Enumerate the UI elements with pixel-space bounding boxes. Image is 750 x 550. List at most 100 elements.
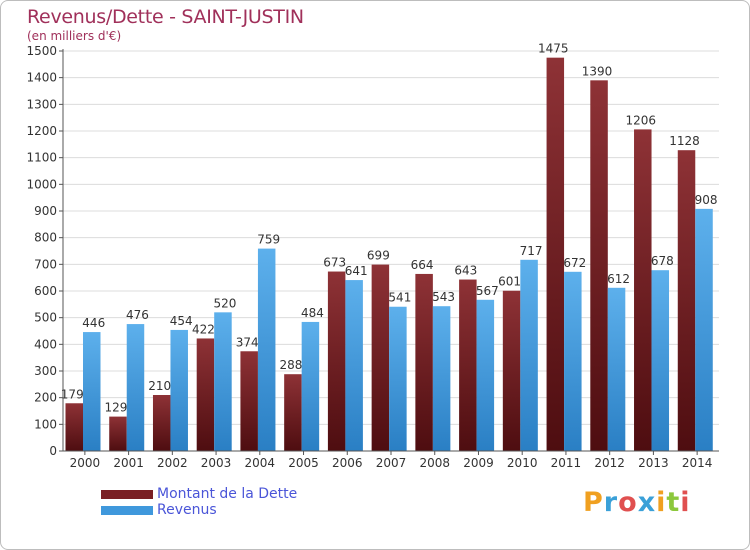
bar-revenus — [170, 329, 188, 451]
bar-revenus — [520, 259, 538, 451]
bar-revenus-value-label: 541 — [388, 291, 411, 305]
bar-dette — [152, 395, 171, 451]
y-tick-label: 1200 — [26, 124, 57, 138]
x-tick-label: 2000 — [70, 456, 101, 470]
x-tick-label: 2010 — [507, 456, 538, 470]
bar-dette — [240, 351, 258, 451]
x-tick-label: 2009 — [463, 456, 494, 470]
bar-dette-value-label: 129 — [105, 401, 128, 415]
bar-dette-value-label: 643 — [454, 264, 477, 278]
bar-dette-value-label: 673 — [323, 256, 346, 270]
logo-letter: P — [583, 487, 604, 518]
x-tick-label: 2003 — [201, 456, 232, 470]
bar-dette-value-label: 699 — [367, 249, 390, 263]
bar-dette-value-label: 1128 — [669, 134, 700, 148]
bar-dette — [677, 150, 696, 451]
bar-revenus — [607, 287, 626, 451]
bar-dette — [284, 374, 302, 451]
y-tick-label: 1300 — [26, 97, 57, 111]
bar-dette — [502, 290, 521, 451]
bar-dette-value-label: 288 — [279, 358, 302, 372]
y-tick-label: 900 — [34, 204, 57, 218]
bar-revenus — [257, 248, 276, 451]
y-tick-label: 200 — [34, 391, 57, 405]
logo-letter: x — [637, 487, 657, 518]
bar-dette — [65, 403, 83, 451]
bar-revenus — [476, 299, 495, 451]
bar-dette — [196, 338, 215, 451]
x-tick-label: 2007 — [376, 456, 407, 470]
x-tick-label: 2008 — [419, 456, 450, 470]
bar-revenus-value-label: 446 — [82, 316, 105, 330]
x-tick-label: 2013 — [638, 456, 669, 470]
logo-letter: t — [666, 487, 681, 518]
y-tick-label: 500 — [34, 311, 57, 325]
bar-revenus — [345, 280, 363, 451]
bar-dette — [459, 279, 477, 451]
y-tick-label: 1400 — [26, 71, 57, 85]
bar-revenus — [695, 208, 713, 451]
x-tick-label: 2014 — [682, 456, 713, 470]
bar-revenus — [389, 306, 407, 451]
proxiti-logo: Proxiti — [583, 487, 691, 518]
x-tick-label: 2001 — [113, 456, 144, 470]
bar-revenus-value-label: 612 — [607, 272, 630, 286]
bar-dette — [109, 416, 127, 451]
logo-letter: i — [680, 487, 691, 518]
bar-revenus-value-label: 567 — [476, 284, 499, 298]
bar-revenus — [651, 270, 670, 451]
bar-dette-value-label: 374 — [236, 335, 259, 349]
bar-revenus-value-label: 520 — [213, 296, 236, 310]
x-tick-label: 2011 — [551, 456, 582, 470]
x-tick-label: 2004 — [245, 456, 276, 470]
legend-swatch-dette — [101, 490, 153, 499]
y-tick-label: 100 — [34, 417, 57, 431]
bar-revenus — [83, 332, 101, 451]
legend-label-dette: Montant de la Dette — [157, 486, 298, 502]
bar-revenus-value-label: 759 — [257, 233, 280, 247]
bar-revenus-value-label: 641 — [345, 264, 368, 278]
bar-revenus-value-label: 484 — [301, 306, 324, 320]
bar-revenus — [432, 306, 451, 451]
bar-dette — [590, 80, 608, 451]
bar-revenus-value-label: 717 — [520, 244, 543, 258]
x-tick-label: 2006 — [332, 456, 363, 470]
bar-dette — [634, 129, 652, 451]
legend-label-revenus: Revenus — [157, 502, 217, 518]
bar-dette-value-label: 1390 — [582, 64, 613, 78]
x-tick-label: 2012 — [594, 456, 625, 470]
y-tick-label: 0 — [49, 444, 57, 458]
bar-revenus-value-label: 454 — [170, 314, 193, 328]
logo-letter: o — [618, 487, 638, 518]
y-tick-label: 800 — [34, 231, 57, 245]
bar-revenus-value-label: 908 — [695, 193, 718, 207]
y-tick-label: 1500 — [26, 44, 57, 58]
bar-dette-value-label: 179 — [61, 387, 84, 401]
y-tick-label: 1000 — [26, 177, 57, 191]
chart-subtitle: (en milliers d'€) — [27, 29, 122, 43]
bar-dette-value-label: 1475 — [538, 42, 569, 56]
y-tick-label: 300 — [34, 364, 57, 378]
bar-dette-value-label: 1206 — [626, 113, 657, 127]
bar-revenus-value-label: 678 — [651, 254, 674, 268]
y-tick-label: 400 — [34, 337, 57, 351]
bar-revenus-value-label: 543 — [432, 290, 455, 304]
bar-revenus — [301, 321, 320, 451]
legend-swatch-revenus — [101, 506, 153, 515]
bar-dette — [371, 264, 390, 451]
logo-letter: r — [603, 487, 619, 518]
bar-dette-value-label: 664 — [411, 258, 434, 272]
bar-dette-value-label: 601 — [498, 275, 521, 289]
bar-revenus — [214, 312, 232, 451]
bar-dette-value-label: 210 — [148, 379, 171, 393]
bar-dette — [546, 57, 565, 452]
y-tick-label: 1100 — [26, 151, 57, 165]
bar-dette-value-label: 422 — [192, 322, 215, 336]
bar-revenus — [564, 271, 582, 451]
x-tick-label: 2002 — [157, 456, 188, 470]
logo-letter: i — [656, 487, 667, 518]
bar-revenus-value-label: 476 — [126, 308, 149, 322]
y-tick-label: 700 — [34, 257, 57, 271]
x-tick-label: 2005 — [288, 456, 319, 470]
